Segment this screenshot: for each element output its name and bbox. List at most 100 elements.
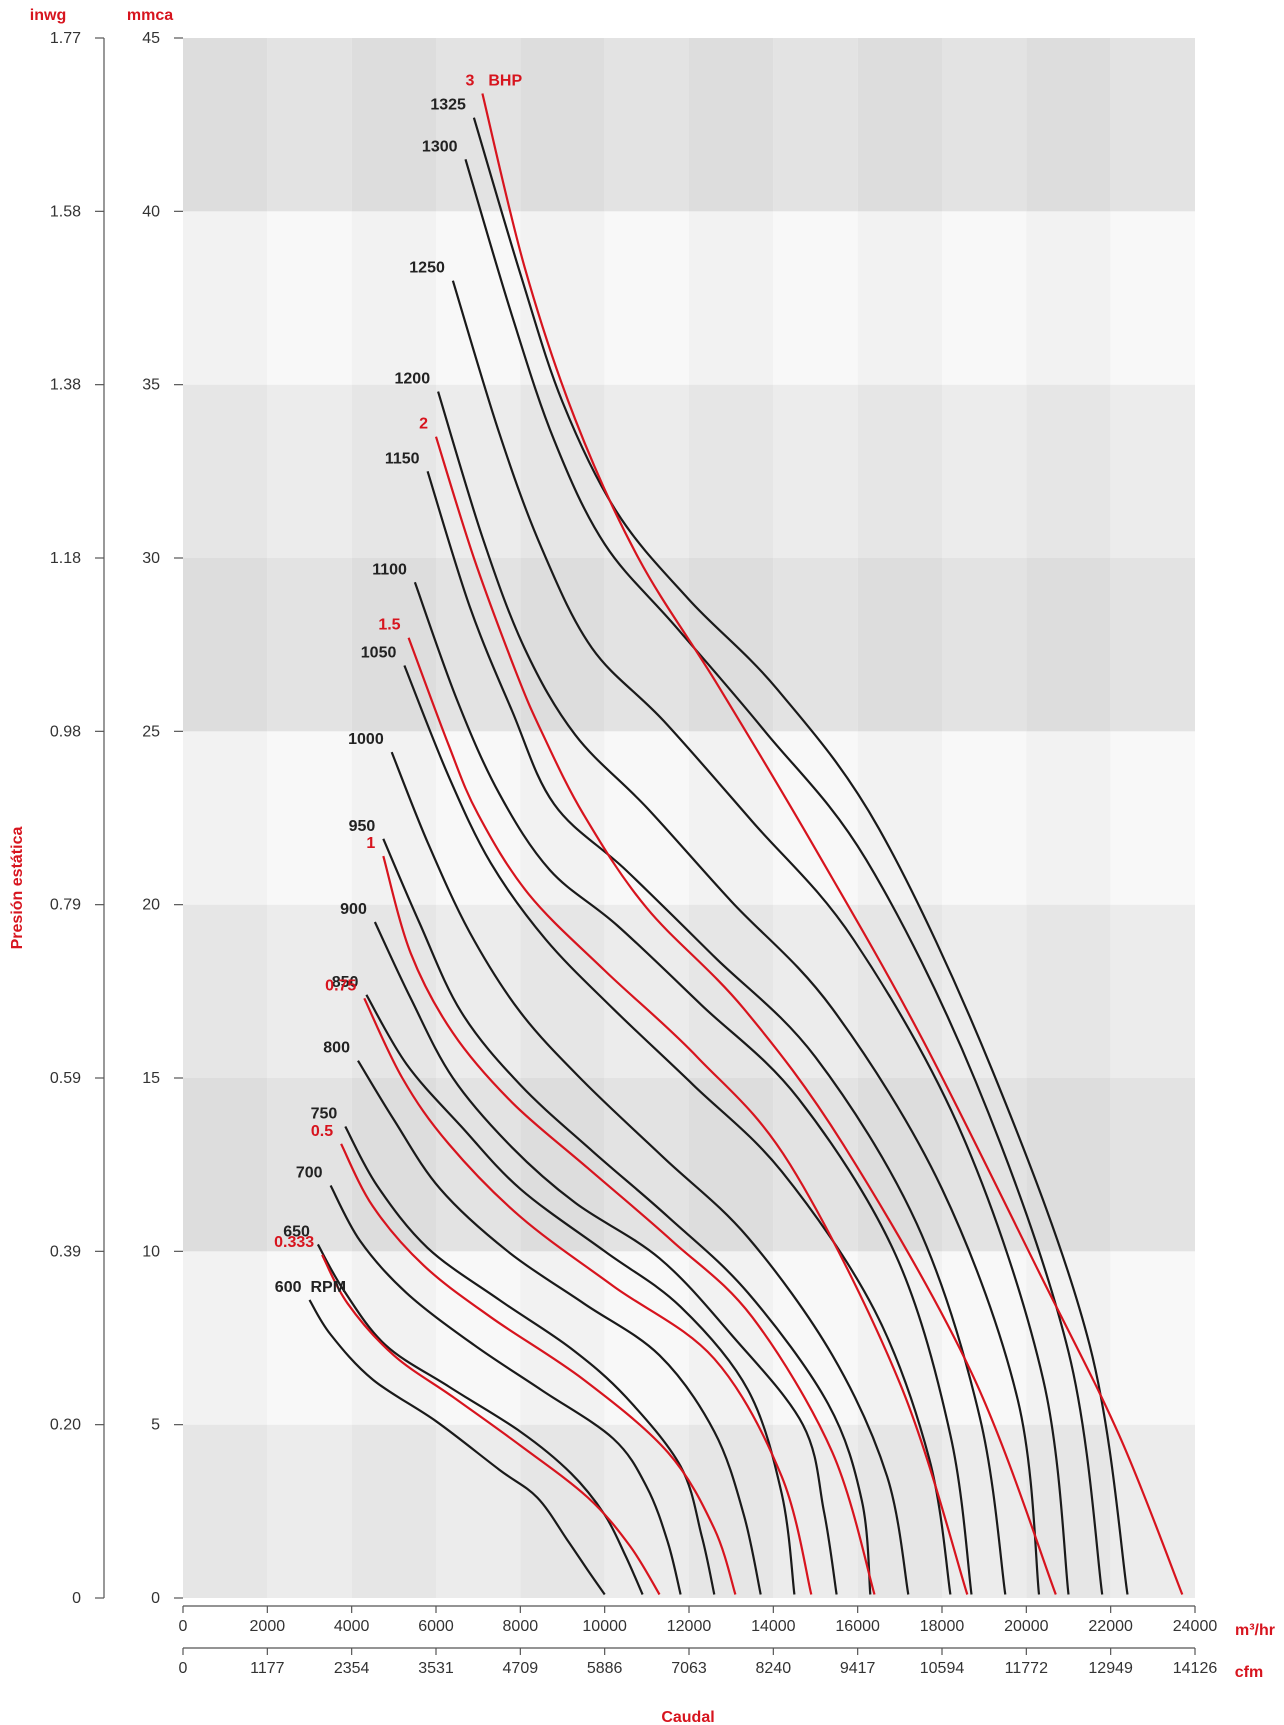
x-tick-label-secondary: 2354 xyxy=(334,1660,370,1677)
grid-band xyxy=(773,1251,858,1425)
grid-band xyxy=(689,558,774,732)
grid-band xyxy=(689,1424,774,1598)
grid-band xyxy=(1026,1078,1111,1252)
x-tick-label-secondary: 10594 xyxy=(920,1660,965,1677)
bhp-curve-0.333 xyxy=(321,1254,661,1596)
grid-band xyxy=(942,731,1027,905)
grid-band xyxy=(267,1424,352,1598)
grid-band xyxy=(689,1251,774,1425)
bhp-curve-1 xyxy=(382,855,876,1595)
grid-band xyxy=(604,211,689,385)
rpm-curve-900 xyxy=(373,921,838,1595)
grid-band xyxy=(689,384,774,558)
rpm-label-900: 900 xyxy=(340,901,367,918)
grid-band xyxy=(857,558,942,732)
grid-band xyxy=(1110,558,1195,732)
rpm-curve-600 xyxy=(308,1299,606,1596)
y-tick-label-primary: 0 xyxy=(151,1590,160,1607)
grid-band xyxy=(267,211,352,385)
grid-band xyxy=(351,38,436,212)
grid-band xyxy=(267,384,352,558)
grid-band xyxy=(604,558,689,732)
bhp-label-1.5: 1.5 xyxy=(378,617,400,634)
grid-band xyxy=(436,1078,521,1252)
grid-band xyxy=(520,384,605,558)
grid-band xyxy=(1110,1078,1195,1252)
rpm-label-1250: 1250 xyxy=(409,260,445,277)
grid-band xyxy=(604,1251,689,1425)
rpm-label-750: 750 xyxy=(311,1106,338,1123)
grid-band xyxy=(942,384,1027,558)
grid-band xyxy=(1110,211,1195,385)
grid-band xyxy=(857,1078,942,1252)
y-tick-label-secondary: 0.20 xyxy=(50,1417,81,1434)
x-tick-label-primary: 24000 xyxy=(1173,1618,1218,1635)
grid-band xyxy=(1026,211,1111,385)
grid-band xyxy=(520,904,605,1078)
grid-band xyxy=(604,384,689,558)
x-tick-label-primary: 4000 xyxy=(334,1618,370,1635)
grid-band xyxy=(436,1251,521,1425)
rpm-curve-750 xyxy=(344,1125,716,1595)
grid-band xyxy=(1026,904,1111,1078)
grid-band xyxy=(351,1424,436,1598)
grid-band xyxy=(1026,1251,1111,1425)
grid-band xyxy=(942,1251,1027,1425)
x-tick-label-primary: 22000 xyxy=(1088,1618,1133,1635)
grid-band xyxy=(773,38,858,212)
grid-band xyxy=(857,211,942,385)
grid-band xyxy=(1110,384,1195,558)
rpm-curve-1325 xyxy=(472,117,1129,1595)
x-tick-label-secondary: 0 xyxy=(179,1660,188,1677)
x-unit-primary: m³/hr xyxy=(1235,1622,1275,1639)
grid-band xyxy=(351,904,436,1078)
grid-band xyxy=(689,1078,774,1252)
grid-band xyxy=(1026,731,1111,905)
grid-band xyxy=(436,211,521,385)
y-tick-label-secondary: 0.39 xyxy=(50,1243,81,1260)
x-tick-label-primary: 10000 xyxy=(582,1618,627,1635)
grid-band xyxy=(689,211,774,385)
grid-band xyxy=(183,904,268,1078)
grid-band xyxy=(689,904,774,1078)
rpm-label-800: 800 xyxy=(323,1040,350,1057)
bhp-curve-1.5 xyxy=(407,637,969,1595)
grid-band xyxy=(857,1424,942,1598)
grid-band xyxy=(436,904,521,1078)
rpm-curve-1050 xyxy=(403,665,952,1595)
x-tick-label-secondary: 4709 xyxy=(503,1660,539,1677)
x-tick-label-secondary: 7063 xyxy=(671,1660,707,1677)
grid-band xyxy=(942,211,1027,385)
grid-band xyxy=(436,1424,521,1598)
grid-band xyxy=(183,558,268,732)
grid-band xyxy=(267,38,352,212)
y-axis-title: Presión estática xyxy=(9,827,26,950)
grid-band xyxy=(351,211,436,385)
bhp-curve-3 xyxy=(481,93,1184,1595)
grid-band xyxy=(773,211,858,385)
x-tick-label-primary: 14000 xyxy=(751,1618,796,1635)
rpm-curve-700 xyxy=(329,1184,682,1595)
x-tick-label-primary: 8000 xyxy=(503,1618,539,1635)
grid-band xyxy=(942,1424,1027,1598)
bhp-curve-0.75 xyxy=(363,997,813,1595)
y-tick-label-secondary: 0.98 xyxy=(50,723,81,740)
rpm-curve-850 xyxy=(365,994,796,1595)
y-tick-label-primary: 20 xyxy=(142,897,160,914)
rpm-curve-1300 xyxy=(464,158,1104,1595)
rpm-label-1200: 1200 xyxy=(395,371,431,388)
y-tick-label-secondary: 0 xyxy=(72,1590,81,1607)
grid-band xyxy=(857,1251,942,1425)
curves xyxy=(308,93,1184,1596)
grid-band xyxy=(183,384,268,558)
y-unit-secondary: inwg xyxy=(30,7,66,24)
grid-band xyxy=(1110,1251,1195,1425)
rpm-label-700: 700 xyxy=(296,1164,323,1181)
x-tick-label-primary: 2000 xyxy=(250,1618,286,1635)
rpm-label-1150: 1150 xyxy=(385,450,420,467)
rpm-label-1300: 1300 xyxy=(422,138,458,155)
grid-band xyxy=(520,1251,605,1425)
y-tick-label-secondary: 1.77 xyxy=(50,30,81,47)
y-tick-label-primary: 25 xyxy=(142,723,160,740)
